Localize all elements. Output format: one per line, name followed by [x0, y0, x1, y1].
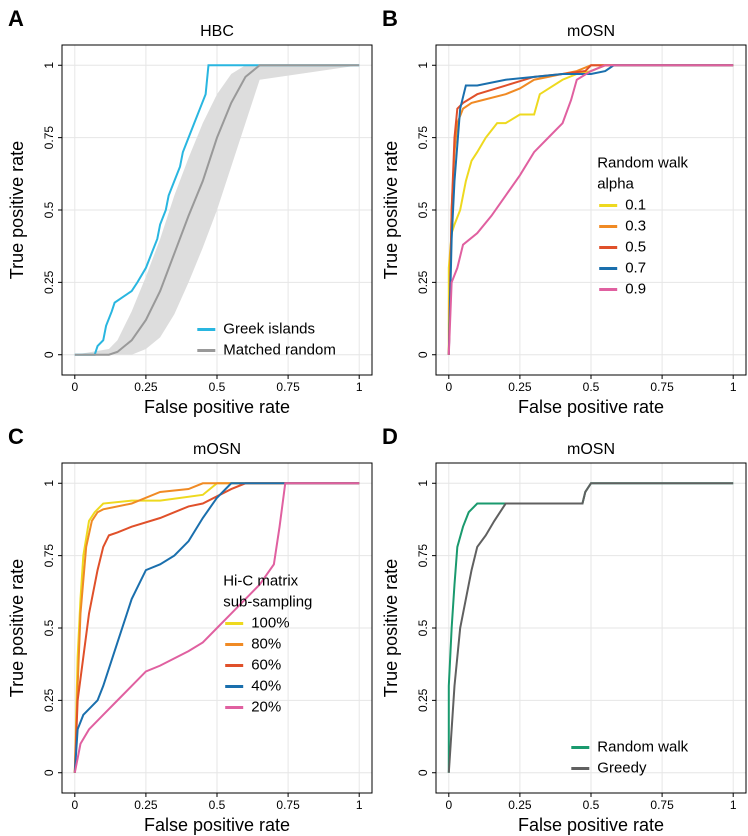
x-tick-label: 1 — [356, 380, 363, 394]
legend-title: Random walk — [597, 154, 688, 171]
x-tick-label: 1 — [730, 798, 737, 812]
y-tick-label: 0 — [42, 769, 56, 776]
legend-label: Matched random — [223, 341, 336, 358]
plot-border — [61, 462, 373, 794]
x-axis-label: False positive rate — [144, 397, 290, 417]
chart-title: HBC — [200, 23, 234, 40]
y-tick-label: 0.25 — [416, 270, 430, 294]
legend-title: sub-sampling — [223, 593, 312, 610]
roc-curve — [74, 64, 360, 356]
x-tick-label: 0 — [445, 380, 452, 394]
legend-label: 0.9 — [625, 280, 646, 297]
roc-curve — [447, 64, 734, 355]
roc-curve — [447, 482, 734, 773]
panel-letter: C — [8, 424, 24, 449]
x-tick-label: 0.75 — [276, 380, 300, 394]
panel-letter: B — [382, 6, 398, 31]
chart-title: mOSN — [567, 23, 615, 40]
y-tick-label: 0.5 — [42, 201, 56, 218]
plot-border — [61, 44, 373, 376]
x-tick-label: 0.5 — [583, 380, 600, 394]
legend-label: Random walk — [597, 738, 688, 755]
x-tick-label: 1 — [356, 798, 363, 812]
y-tick-label: 1 — [416, 480, 430, 487]
legend-title: alpha — [597, 175, 634, 192]
x-tick-label: 0.75 — [276, 798, 300, 812]
roc-curve — [447, 64, 734, 355]
roc-curve — [74, 64, 360, 356]
roc-curve — [73, 482, 360, 773]
x-axis-label: False positive rate — [518, 397, 664, 417]
x-tick-label: 0.5 — [209, 380, 226, 394]
x-tick-label: 0.25 — [134, 798, 158, 812]
y-tick-label: 0.75 — [42, 544, 56, 568]
y-tick-label: 0.75 — [42, 126, 56, 150]
x-tick-label: 0 — [71, 798, 78, 812]
y-axis-label: True positive rate — [7, 141, 27, 279]
roc-curve — [73, 482, 360, 773]
legend-label: 0.5 — [625, 238, 646, 255]
legend-label: 0.3 — [625, 217, 646, 234]
roc-curve — [73, 482, 360, 773]
x-tick-label: 0.75 — [650, 380, 674, 394]
y-tick-label: 1 — [42, 480, 56, 487]
plot-border — [435, 462, 747, 794]
y-tick-label: 0 — [416, 769, 430, 776]
confidence-band — [74, 65, 360, 355]
roc-curve — [447, 64, 734, 355]
legend-label: Greedy — [597, 759, 647, 776]
x-axis-label: False positive rate — [144, 815, 290, 835]
legend-label: Greek islands — [223, 320, 315, 337]
y-tick-label: 0 — [42, 351, 56, 358]
y-tick-label: 0.5 — [416, 201, 430, 218]
y-tick-label: 0.25 — [42, 688, 56, 712]
y-tick-label: 1 — [42, 62, 56, 69]
legend-label: 100% — [251, 614, 289, 631]
legend-title: Hi-C matrix — [223, 572, 298, 589]
y-tick-label: 0.5 — [416, 619, 430, 636]
x-tick-label: 0.75 — [650, 798, 674, 812]
legend-label: 20% — [251, 698, 281, 715]
x-tick-label: 0.25 — [508, 798, 532, 812]
y-axis-label: True positive rate — [381, 141, 401, 279]
x-tick-label: 0.25 — [134, 380, 158, 394]
legend-label: 0.7 — [625, 259, 646, 276]
x-tick-label: 0.5 — [209, 798, 226, 812]
y-tick-label: 0.25 — [416, 688, 430, 712]
x-tick-label: 1 — [730, 380, 737, 394]
legend-label: 0.1 — [625, 196, 646, 213]
y-tick-label: 0.75 — [416, 544, 430, 568]
legend-label: 60% — [251, 656, 281, 673]
y-tick-label: 0.75 — [416, 126, 430, 150]
y-tick-label: 0.25 — [42, 270, 56, 294]
y-tick-label: 1 — [416, 62, 430, 69]
panel-letter: A — [8, 6, 24, 31]
y-tick-label: 0.5 — [42, 619, 56, 636]
x-tick-label: 0.5 — [583, 798, 600, 812]
plot-border — [435, 44, 747, 376]
x-tick-label: 0.25 — [508, 380, 532, 394]
legend-label: 80% — [251, 635, 281, 652]
chart-title: mOSN — [193, 441, 241, 458]
y-axis-label: True positive rate — [7, 559, 27, 697]
panel-letter: D — [382, 424, 398, 449]
x-tick-label: 0 — [71, 380, 78, 394]
y-tick-label: 0 — [416, 351, 430, 358]
x-axis-label: False positive rate — [518, 815, 664, 835]
chart-title: mOSN — [567, 441, 615, 458]
x-tick-label: 0 — [445, 798, 452, 812]
legend-label: 40% — [251, 677, 281, 694]
y-axis-label: True positive rate — [381, 559, 401, 697]
